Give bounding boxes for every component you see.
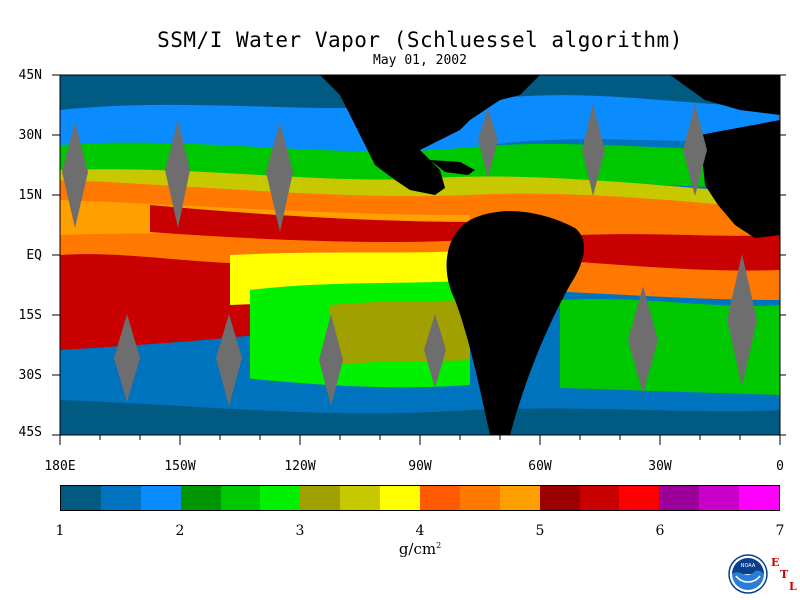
- colorbar-swatch: [579, 486, 620, 510]
- lon-label-180e: 180E: [44, 459, 76, 474]
- colorbar-tick-7: 7: [775, 523, 785, 539]
- colorbar-tick-6: 6: [655, 523, 665, 539]
- units-superscript: 2: [436, 541, 442, 550]
- colorbar-swatch: [459, 486, 500, 510]
- colorbar-swatch: [340, 486, 381, 510]
- colorbar-swatch: [659, 486, 700, 510]
- colorbar-swatch: [180, 486, 221, 510]
- colorbar-swatch: [539, 486, 580, 510]
- colorbar-tick-2: 2: [175, 523, 185, 539]
- colorbar-swatch: [300, 486, 341, 510]
- lat-label-30s: 30S: [18, 368, 42, 383]
- chart-title: SSM/I Water Vapor (Schluessel algorithm): [157, 28, 683, 52]
- colorbar-swatch: [61, 486, 101, 510]
- colorbar-swatch: [739, 486, 780, 510]
- lat-label-45s: 45S: [18, 425, 42, 440]
- lat-label-15s: 15S: [18, 308, 42, 323]
- etl-letter-e: E: [771, 556, 780, 569]
- colorbar-swatch: [699, 486, 740, 510]
- lon-label-150w: 150W: [164, 459, 196, 474]
- colorbar-swatch: [619, 486, 660, 510]
- lat-label-15n: 15N: [18, 188, 42, 203]
- colorbar-tick-5: 5: [535, 523, 545, 539]
- colorbar-swatch: [260, 486, 301, 510]
- noaa-logo: NOAA: [728, 554, 768, 594]
- lat-label-30n: 30N: [18, 128, 42, 143]
- etl-letter-t: T: [780, 568, 789, 581]
- lat-label-45n: 45N: [18, 68, 42, 83]
- colorbar-units: g/cm2: [360, 540, 480, 558]
- colorbar-swatch: [420, 486, 460, 510]
- colorbar-swatch: [499, 486, 540, 510]
- colorbar-swatch: [220, 486, 261, 510]
- colorbar-tick-4: 4: [415, 523, 425, 539]
- noaa-logo-text: NOAA: [741, 563, 756, 569]
- colorbar-tick-3: 3: [295, 523, 305, 539]
- colorbar-swatch: [100, 486, 141, 510]
- lon-label-90w: 90W: [408, 459, 432, 474]
- lon-label-120w: 120W: [284, 459, 316, 474]
- water-vapor-map: [52, 74, 786, 445]
- lon-label-0: 0: [776, 459, 784, 474]
- chart-date: May 01, 2002: [373, 53, 467, 68]
- colorbar-swatch: [140, 486, 181, 510]
- colorbar-tick-1: 1: [55, 523, 65, 539]
- lat-label-eq: EQ: [26, 248, 42, 263]
- units-text: g/cm: [398, 540, 437, 558]
- lon-label-30w: 30W: [648, 459, 672, 474]
- colorbar-swatch: [380, 486, 421, 510]
- etl-letter-l: L: [789, 580, 797, 593]
- colorbar: [60, 485, 780, 511]
- lon-label-60w: 60W: [528, 459, 552, 474]
